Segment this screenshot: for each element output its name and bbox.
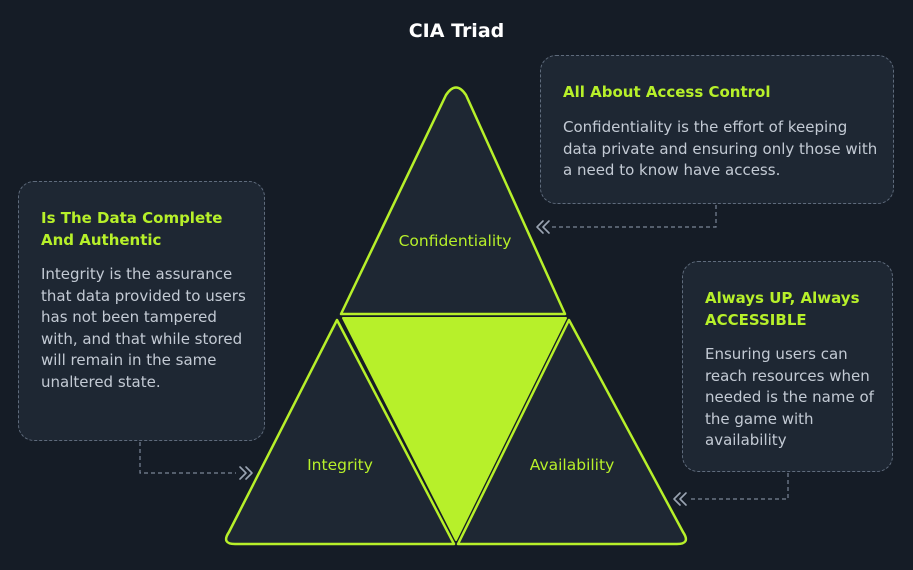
integrity-chevron-icon [239,466,253,480]
confidentiality-chevron-icon [536,220,550,234]
availability-segment [456,318,688,546]
confidentiality-card-title: All About Access Control [563,83,771,101]
availability-card-body: Ensuring users can reach resources when … [705,345,874,449]
integrity-label: Integrity [307,456,373,474]
confidentiality-label: Confidentiality [399,232,512,250]
integrity-segment [224,318,456,546]
integrity-card-body: Integrity is the assurance that data pro… [41,265,246,391]
availability-card-title: Always UP, Always ACCESSIBLE [705,289,860,329]
confidentiality-connector [552,205,717,228]
availability-label: Availability [530,456,615,474]
confidentiality-card: All About Access Control Confidentiality… [540,55,894,204]
integrity-card-title: Is The Data Complete And Authentic [41,209,223,249]
availability-connector [688,473,789,500]
confidentiality-card-body: Confidentiality is the effort of keeping… [563,118,878,179]
integrity-connector [139,442,236,474]
center-triangle [342,317,567,541]
availability-card: Always UP, Always ACCESSIBLE Ensuring us… [682,261,893,472]
availability-chevron-icon [673,492,687,506]
integrity-card: Is The Data Complete And Authentic Integ… [18,181,265,441]
confidentiality-segment [339,86,567,316]
diagram-title: CIA Triad [408,20,505,42]
